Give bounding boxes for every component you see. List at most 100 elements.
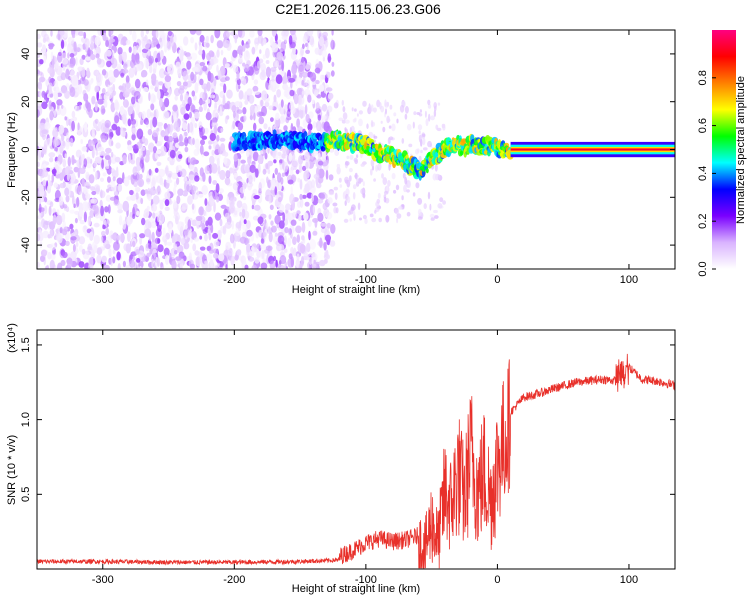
spectrogram-noise-cell [193,73,197,83]
spectrogram-noise-cell [206,81,211,92]
spectrogram-noise-cell [296,118,300,128]
spectrogram-noise-cell [96,254,102,264]
spectrogram-noise-cell [92,133,96,139]
spectrogram-noise-cell [169,36,175,47]
spectrogram-noise-cell [71,110,76,118]
snr-background [37,330,675,569]
spectrogram-noise-cell [430,217,435,221]
spectrogram-noise-cell [327,197,333,204]
spectrogram-noise-cell [258,116,265,125]
spectrogram-noise-cell [233,64,239,73]
spectrogram-noise-cell [267,180,271,188]
spectrogram-noise-cell [158,199,164,204]
spectrogram-noise-cell [359,217,362,221]
spectrogram-noise-cell [108,128,114,140]
spectrogram-noise-cell [156,175,163,184]
spectrogram-noise-cell [282,75,288,86]
spectrogram-noise-cell [231,105,237,113]
spectrogram-noise-cell [160,262,164,268]
spectrogram-noise-cell [224,63,230,68]
spectrogram-noise-cell [214,212,222,221]
spectrogram-noise-cell [290,256,294,268]
spectrogram-noise-cell [284,104,288,112]
spectrogram-noise-cell [133,90,141,100]
spectrogram-noise-cell [74,104,77,111]
spectrogram-noise-cell [257,216,264,225]
spectrogram-noise-cell [122,260,126,268]
spectrogram-noise-cell [312,205,316,215]
spectrogram-heatmap [37,30,446,269]
spectrogram-noise-cell [398,206,403,210]
spectrogram-noise-cell [198,206,205,216]
spectrogram-noise-cell [135,45,140,54]
spectrogram-noise-cell [185,103,191,112]
spectrogram-noise-cell [86,231,90,238]
colorbar-label: Normalized spectral amplitude [735,76,747,224]
spectrogram-noise-cell [401,138,405,144]
spectrogram-noise-cell [96,90,99,101]
spectrogram-noise-cell [272,150,276,159]
spectrogram-noise-cell [132,152,135,161]
spectrogram-noise-cell [248,175,253,185]
spectrogram-noise-cell [106,60,112,68]
spectrogram-noise-cell [199,167,204,177]
spectrogram-noise-cell [362,193,366,199]
spectrogram-noise-cell [93,160,97,168]
spectrogram-noise-cell [301,221,306,233]
spectrogram-noise-cell [307,94,312,103]
spectrogram-noise-cell [148,142,155,153]
spectrogram-noise-cell [66,257,73,268]
spectrogram-noise-cell [118,215,123,226]
spectrogram-noise-cell [155,30,159,39]
spectrogram-noise-cell [169,140,173,149]
spectrogram-noise-cell [61,104,64,109]
spectrogram-noise-cell [176,177,180,185]
spectrogram-noise-cell [48,82,53,92]
spectrogram-noise-cell [64,90,70,99]
spectrogram-noise-cell [240,159,246,164]
spectrogram-noise-cell [256,111,264,118]
spectrogram-noise-cell [331,30,334,36]
spectrogram-noise-cell [233,172,238,178]
spectrogram-noise-cell [103,239,110,249]
spectrogram-noise-cell [190,71,195,82]
spectrogram-noise-cell [296,234,300,243]
spectrogram-noise-cell [309,239,316,250]
spectrogram-noise-cell [243,115,247,122]
spectrogram-noise-cell [69,223,74,230]
spectrogram-noise-cell [130,159,136,165]
spectrogram-noise-cell [292,236,297,245]
spectrogram-noise-cell [101,230,106,237]
spectrogram-noise-cell [39,59,44,65]
spectrogram-noise-cell [308,35,315,46]
spectrogram-noise-cell [188,174,194,179]
spectrogram-noise-cell [369,105,372,113]
spectrogram-noise-cell [439,197,444,203]
spectrogram-noise-cell [282,212,286,222]
spectrogram-noise-cell [151,73,157,82]
spectrogram-noise-cell [150,221,157,229]
spectrogram-noise-cell [187,195,193,205]
spectrogram-noise-cell [348,175,352,182]
spectrogram-noise-cell [90,35,94,47]
spectrogram-noise-cell [433,209,438,214]
spectrogram-noise-cell [194,82,199,94]
spectrogram-noise-cell [144,119,149,125]
spectrogram-noise-cell [104,155,111,161]
spectrogram-noise-cell [297,65,305,75]
spectrogram-noise-cell [66,172,70,182]
spectrogram-noise-cell [327,92,334,100]
spectrogram-noise-cell [179,93,184,102]
spectrogram-noise-cell [85,99,89,109]
spectrogram-noise-cell [168,135,174,143]
spectrogram-noise-cell [412,192,416,197]
spectrogram-noise-cell [125,243,131,254]
spectrogram-noise-cell [53,182,58,188]
spectrogram-noise-cell [183,131,188,137]
spectrogram-noise-cell [53,137,59,148]
spectrogram-noise-cell [271,75,275,82]
spectrogram-y-tick-label: 40 [20,48,32,60]
spectrogram-noise-cell [224,177,231,186]
spectrogram-noise-cell [90,248,95,260]
spectrogram-noise-cell [174,95,178,101]
